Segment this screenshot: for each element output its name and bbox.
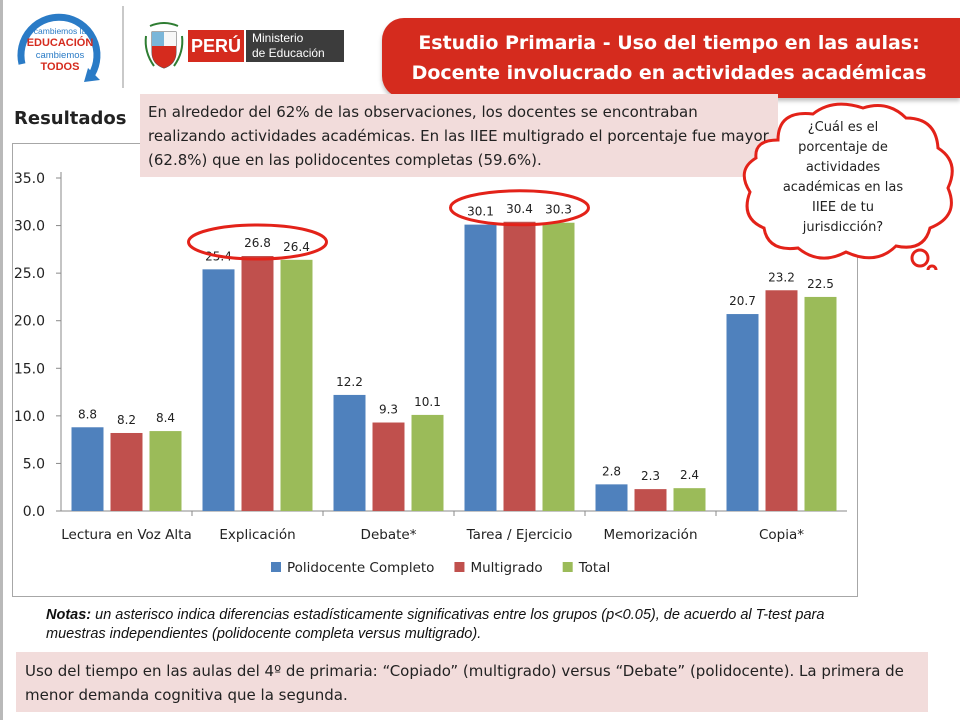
bar [372,422,405,511]
bar [595,484,628,511]
peru-label: PERÚ [188,30,244,62]
data-label: 26.4 [283,240,310,254]
bar [464,224,497,511]
data-label: 2.4 [680,468,699,482]
x-tick-label: Tarea / Ejercicio [466,527,573,543]
page-title-line-2: Docente involucrado en actividades acadé… [411,62,927,84]
ministry-label: Ministerio de Educación [246,30,344,62]
bar [280,259,313,511]
findings-callout: En alrededor del 62% de las observacione… [140,94,778,177]
y-tick-label: 30.0 [14,219,45,235]
data-label: 26.8 [244,236,271,250]
bar [726,314,759,511]
y-tick-label: 35.0 [14,171,45,187]
legend-swatch [454,562,465,572]
bar [673,488,706,511]
legend-label: Multigrado [470,560,542,576]
ministry-label-line-1: Ministerio [252,31,304,45]
bar [804,296,837,511]
page-title-line-1: Estudio Primaria - Uso del tiempo en las… [418,32,920,54]
logo-line-4: TODOS [41,61,80,73]
legend-label: Polidocente Completo [287,560,434,576]
highlight-ring [449,189,590,227]
data-label: 23.2 [768,270,795,284]
data-label: 30.1 [467,205,494,219]
ministry-label-line-2: de Educación [252,46,325,60]
bar [71,427,104,511]
y-tick-label: 20.0 [14,314,45,330]
data-label: 9.3 [379,403,398,417]
left-edge-rule [0,0,3,720]
cloud-body [742,102,954,260]
title-banner: Estudio Primaria - Uso del tiempo en las… [382,18,960,98]
campaign-logo: cambiemos la EDUCACIÓN cambiemos TODOS [17,13,101,82]
bar [411,414,444,511]
conclusion-callout: Uso del tiempo en las aulas del 4º de pr… [16,652,928,712]
bar [110,432,143,511]
chart-notes: Notas: un asterisco indica diferencias e… [46,606,886,644]
logo-ring-arc [17,13,101,76]
coat-of-arms-icon [144,22,184,69]
legend-swatch [562,562,573,572]
thought-cloud [742,102,954,270]
x-tick-label: Copia* [759,527,804,543]
page-title: Estudio Primaria - Uso del tiempo en las… [382,28,956,88]
bar-chart: 0.0 5.0 10.0 15.0 20.0 25.0 30.0 35.0 8.8 8.2 8.4 L… [14,171,847,576]
x-tick-label: Explicación [219,527,295,543]
x-tick-label: Memorización [603,527,697,543]
ministry-logo: PERÚ Ministerio de Educación [142,18,344,78]
logo-arrow-head [84,68,100,82]
cloud-bubble-large [910,248,930,268]
y-tick-label: 0.0 [23,504,45,520]
notes-text: un asterisco indica diferencias estadíst… [46,607,825,642]
data-label: 10.1 [414,395,441,409]
y-tick-label: 10.0 [14,409,45,425]
data-label: 20.7 [729,294,756,308]
section-label: Resultados [14,108,127,129]
data-label: 12.2 [336,375,363,389]
data-label: 22.5 [807,277,834,291]
bar [634,489,667,511]
bar [503,221,536,511]
data-label: 30.4 [506,202,533,216]
data-label: 8.4 [156,411,175,425]
legend-swatch [271,562,281,572]
bar [542,222,575,511]
cloud-question: ¿Cuál es el porcentaje de actividades ac… [782,120,904,235]
bar [202,269,235,511]
logo-line-2: EDUCACIÓN [27,36,94,49]
logo-line-3: cambiemos [36,50,85,61]
chart-frame: 0.0 5.0 10.0 15.0 20.0 25.0 30.0 35.0 8.8 8.2 8.4 L… [12,143,858,597]
data-label: 8.2 [117,413,136,427]
highlight-ring [187,223,328,261]
logo-line-1: cambiemos la [34,26,87,36]
data-label: 2.3 [641,469,660,483]
data-label: 2.8 [602,464,621,478]
data-label: 30.3 [545,203,572,217]
y-tick-label: 25.0 [14,266,45,282]
bar [241,256,274,511]
y-tick-label: 5.0 [23,456,45,472]
bar [333,394,366,511]
header-divider [122,6,124,88]
notes-label: Notas: [46,607,92,623]
bar [765,290,798,511]
bar [149,431,182,511]
x-tick-label: Lectura en Voz Alta [61,527,192,543]
y-tick-label: 15.0 [14,361,45,377]
data-label: 8.8 [78,407,97,421]
legend-label: Total [578,560,611,576]
cloud-bubble-small [926,264,938,270]
x-tick-label: Debate* [361,527,417,543]
